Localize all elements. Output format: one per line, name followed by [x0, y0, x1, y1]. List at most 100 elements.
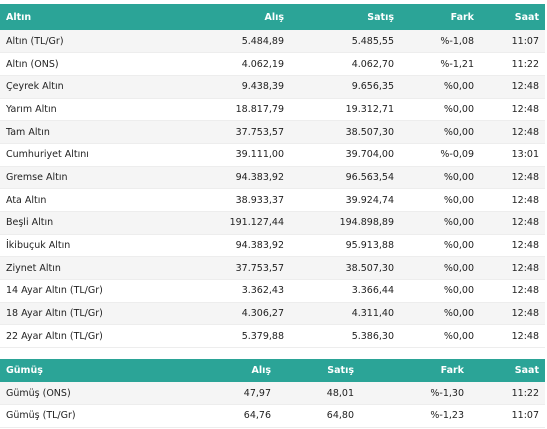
gold-header-change: Fark	[400, 4, 480, 30]
gold-table-row: Yarım Altın 18.817,79 19.312,71 %0,00 12:48	[0, 98, 545, 122]
gold-change-cell: %0,00	[400, 302, 480, 326]
silver-buy-cell: 47,97	[150, 382, 277, 405]
gold-table-row: Gremse Altın 94.383,92 96.563,54 %0,00 12:48	[0, 166, 545, 190]
gold-buy-cell: 38.933,37	[150, 188, 290, 212]
gold-buy-cell: 37.753,57	[150, 120, 290, 144]
gold-buy-cell: 9.438,39	[150, 75, 290, 99]
gold-change-cell: %-0,09	[400, 143, 480, 167]
silver-buy-cell: 64,76	[150, 404, 277, 428]
gold-time-cell: 12:48	[480, 256, 545, 281]
gold-sell-cell: 9.656,35	[290, 75, 400, 99]
gold-name-cell: 14 Ayar Altın (TL/Gr)	[0, 279, 150, 303]
gold-sell-cell: 38.507,30	[290, 256, 400, 281]
gold-time-cell: 11:07	[480, 30, 545, 54]
gold-table-row: Ata Altın 38.933,37 39.924,74 %0,00 12:48	[0, 188, 545, 212]
silver-table-header-row: Gümüş Alış Satış Fark Saat	[0, 359, 545, 382]
gold-buy-cell: 39.111,00	[150, 143, 290, 167]
gold-name-cell: 18 Ayar Altın (TL/Gr)	[0, 302, 150, 326]
gold-time-cell: 12:48	[480, 211, 545, 235]
gold-buy-cell: 191.127,44	[150, 211, 290, 235]
gold-time-cell: 12:48	[480, 120, 545, 144]
gold-header-name: Altın	[0, 4, 150, 30]
gold-name-cell: Altın (TL/Gr)	[0, 30, 150, 54]
gold-sell-cell: 4.311,40	[290, 302, 400, 326]
gold-time-cell: 12:48	[480, 279, 545, 303]
gold-change-cell: %0,00	[400, 98, 480, 122]
silver-change-cell: %-1,23	[360, 404, 470, 428]
gold-name-cell: Gremse Altın	[0, 166, 150, 190]
gold-name-cell: Tam Altın	[0, 120, 150, 144]
gold-name-cell: 22 Ayar Altın (TL/Gr)	[0, 324, 150, 349]
gold-sell-cell: 38.507,30	[290, 120, 400, 144]
silver-time-cell: 11:07	[470, 404, 545, 428]
gold-table-row: Çeyrek Altın 9.438,39 9.656,35 %0,00 12:48	[0, 75, 545, 99]
gold-sell-cell: 39.704,00	[290, 143, 400, 167]
gold-buy-cell: 3.362,43	[150, 279, 290, 303]
gold-change-cell: %0,00	[400, 211, 480, 235]
gold-change-cell: %0,00	[400, 256, 480, 281]
gold-sell-cell: 95.913,88	[290, 234, 400, 258]
silver-header-name: Gümüş	[0, 359, 150, 382]
gold-time-cell: 12:48	[480, 302, 545, 326]
gold-table-row: Altın (ONS) 4.062,19 4.062,70 %-1,21 11:22	[0, 52, 545, 76]
silver-change-cell: %-1,30	[360, 382, 470, 405]
silver-sell-cell: 48,01	[277, 382, 360, 405]
silver-price-table: Gümüş Alış Satış Fark Saat Gümüş (ONS) 47…	[0, 359, 545, 428]
gold-buy-cell: 4.062,19	[150, 52, 290, 76]
gold-buy-cell: 37.753,57	[150, 256, 290, 281]
gold-sell-cell: 4.062,70	[290, 52, 400, 76]
gold-buy-cell: 18.817,79	[150, 98, 290, 122]
gold-change-cell: %0,00	[400, 234, 480, 258]
gold-time-cell: 12:48	[480, 75, 545, 99]
silver-name-cell: Gümüş (ONS)	[0, 382, 150, 405]
gold-table-header-row: Altın Alış Satış Fark Saat	[0, 4, 545, 30]
gold-buy-cell: 94.383,92	[150, 166, 290, 190]
gold-buy-cell: 94.383,92	[150, 234, 290, 258]
gold-change-cell: %0,00	[400, 188, 480, 212]
gold-header-time: Saat	[480, 4, 545, 30]
gold-name-cell: Ziynet Altın	[0, 256, 150, 281]
gold-buy-cell: 5.379,88	[150, 324, 290, 349]
gold-sell-cell: 19.312,71	[290, 98, 400, 122]
gold-price-table: Altın Alış Satış Fark Saat Altın (TL/Gr)…	[0, 4, 545, 349]
gold-name-cell: İkibuçuk Altın	[0, 234, 150, 258]
gold-table-row: Altın (TL/Gr) 5.484,89 5.485,55 %-1,08 11:07	[0, 30, 545, 54]
silver-header-time: Saat	[470, 359, 545, 382]
silver-time-cell: 11:22	[470, 382, 545, 405]
silver-name-cell: Gümüş (TL/Gr)	[0, 404, 150, 428]
gold-change-cell: %-1,21	[400, 52, 480, 76]
gold-buy-cell: 5.484,89	[150, 30, 290, 54]
gold-change-cell: %0,00	[400, 324, 480, 349]
silver-sell-cell: 64,80	[277, 404, 360, 428]
gold-name-cell: Yarım Altın	[0, 98, 150, 122]
gold-name-cell: Ata Altın	[0, 188, 150, 212]
gold-table-row: 18 Ayar Altın (TL/Gr) 4.306,27 4.311,40 %0,…	[0, 302, 545, 326]
gold-sell-cell: 5.485,55	[290, 30, 400, 54]
gold-name-cell: Cumhuriyet Altını	[0, 143, 150, 167]
gold-table-row: 14 Ayar Altın (TL/Gr) 3.362,43 3.366,44 %0,…	[0, 279, 545, 303]
gold-sell-cell: 96.563,54	[290, 166, 400, 190]
silver-table-row: Gümüş (TL/Gr) 64,76 64,80 %-1,23 11:07	[0, 404, 545, 428]
gold-name-cell: Altın (ONS)	[0, 52, 150, 76]
gold-time-cell: 12:48	[480, 98, 545, 122]
gold-table-row: 22 Ayar Altın (TL/Gr) 5.379,88 5.386,30 %0,…	[0, 324, 545, 349]
gold-table-row: İkibuçuk Altın 94.383,92 95.913,88 %0,00 12:…	[0, 234, 545, 258]
gold-table-row: Tam Altın 37.753,57 38.507,30 %0,00 12:48	[0, 120, 545, 144]
gold-name-cell: Beşli Altın	[0, 211, 150, 235]
gold-change-cell: %-1,08	[400, 30, 480, 54]
gold-time-cell: 12:48	[480, 166, 545, 190]
gold-sell-cell: 39.924,74	[290, 188, 400, 212]
gold-change-cell: %0,00	[400, 279, 480, 303]
gold-change-cell: %0,00	[400, 120, 480, 144]
silver-header-change: Fark	[360, 359, 470, 382]
gold-time-cell: 12:48	[480, 234, 545, 258]
gold-time-cell: 11:22	[480, 52, 545, 76]
gold-table-row: Ziynet Altın 37.753,57 38.507,30 %0,00 12:48	[0, 256, 545, 281]
gold-sell-cell: 3.366,44	[290, 279, 400, 303]
silver-header-buy: Alış	[150, 359, 277, 382]
gold-sell-cell: 194.898,89	[290, 211, 400, 235]
gold-change-cell: %0,00	[400, 75, 480, 99]
gold-header-buy: Alış	[150, 4, 290, 30]
gold-header-sell: Satış	[290, 4, 400, 30]
gold-time-cell: 12:48	[480, 324, 545, 349]
